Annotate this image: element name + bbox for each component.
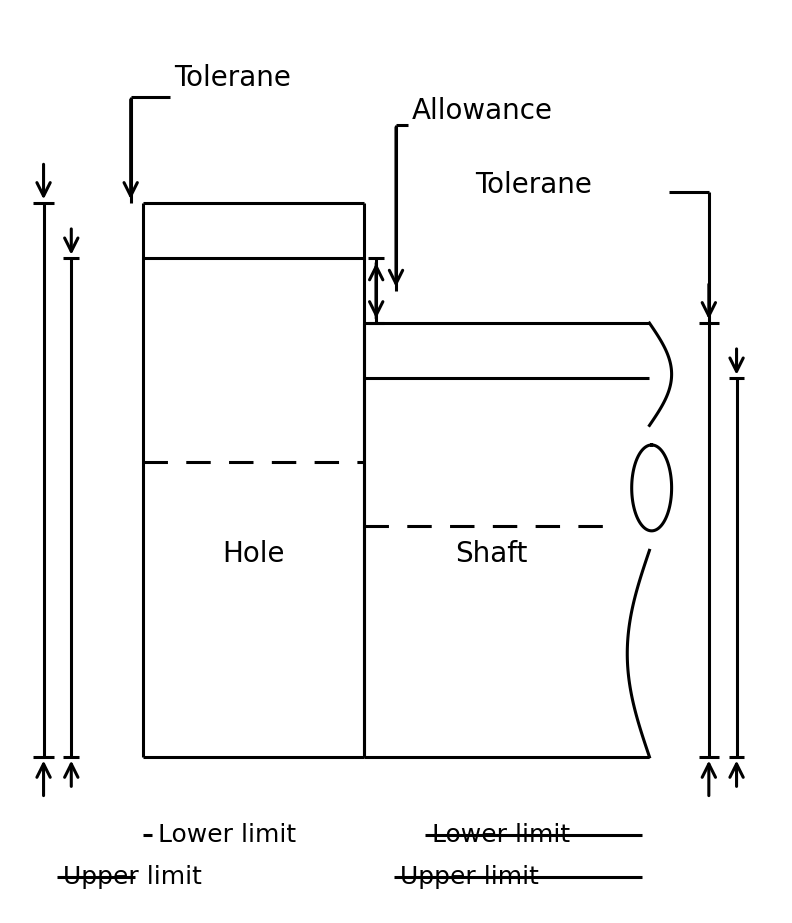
Text: Upper limit: Upper limit xyxy=(400,865,539,889)
Text: Shaft: Shaft xyxy=(455,540,527,568)
Text: Tolerane: Tolerane xyxy=(174,65,291,92)
Text: Lower limit: Lower limit xyxy=(158,823,296,847)
Text: Tolerane: Tolerane xyxy=(475,171,592,198)
Text: Hole: Hole xyxy=(223,540,284,568)
Text: Upper limit: Upper limit xyxy=(63,865,202,889)
Text: Allowance: Allowance xyxy=(412,97,553,125)
Text: Lower limit: Lower limit xyxy=(432,823,569,847)
